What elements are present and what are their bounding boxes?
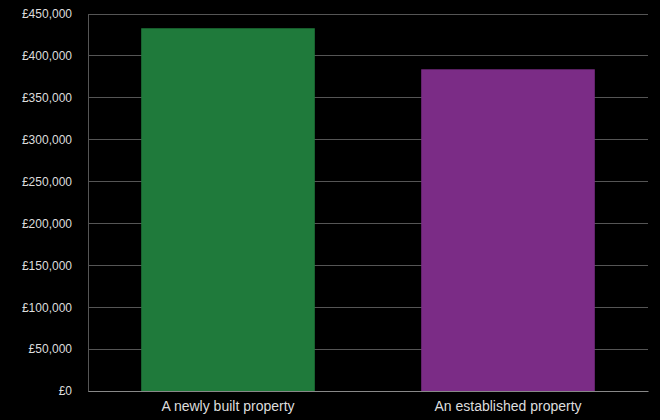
y-tick-label: £250,000 <box>22 175 72 189</box>
y-axis: £0 £50,000 £100,000 £150,000 £200,000 £250,00… <box>22 7 89 398</box>
y-tick: £450,000 <box>22 7 88 21</box>
y-tick-label: £400,000 <box>22 49 72 63</box>
y-tick: £400,000 <box>22 49 88 63</box>
y-tick-label: £0 <box>59 384 73 398</box>
x-tick: A newly built property <box>161 391 294 414</box>
background <box>0 0 660 420</box>
x-tick-label: An established property <box>434 398 581 414</box>
grid-line <box>88 14 648 15</box>
y-tick: £100,000 <box>22 301 88 315</box>
x-axis: A newly built property An established pro… <box>89 391 649 414</box>
y-tick: £300,000 <box>22 133 88 147</box>
y-tick-label: £200,000 <box>22 217 72 231</box>
y-tick-label: £150,000 <box>22 259 72 273</box>
y-tick-label: £350,000 <box>22 91 72 105</box>
y-tick-label: £50,000 <box>29 342 73 356</box>
y-tick-label: £300,000 <box>22 133 72 147</box>
y-tick: £350,000 <box>22 91 88 105</box>
y-tick: £200,000 <box>22 217 88 231</box>
x-tick: An established property <box>434 391 581 414</box>
y-tick: £150,000 <box>22 259 88 273</box>
y-tick: £50,000 <box>29 342 88 356</box>
x-tick-label: A newly built property <box>161 398 294 414</box>
bars <box>141 28 595 391</box>
grid <box>88 14 648 391</box>
y-tick-label: £450,000 <box>22 7 72 21</box>
chart: £0 £50,000 £100,000 £150,000 £200,000 £250,00… <box>0 0 660 420</box>
plot: £0 £50,000 £100,000 £150,000 £200,000 £250,00… <box>22 7 649 414</box>
bar <box>141 28 315 391</box>
y-axis-line <box>88 15 89 392</box>
y-tick-label: £100,000 <box>22 301 72 315</box>
bar <box>421 69 595 391</box>
y-tick: £250,000 <box>22 175 88 189</box>
x-axis-line <box>89 391 649 392</box>
y-tick: £0 <box>59 384 88 398</box>
